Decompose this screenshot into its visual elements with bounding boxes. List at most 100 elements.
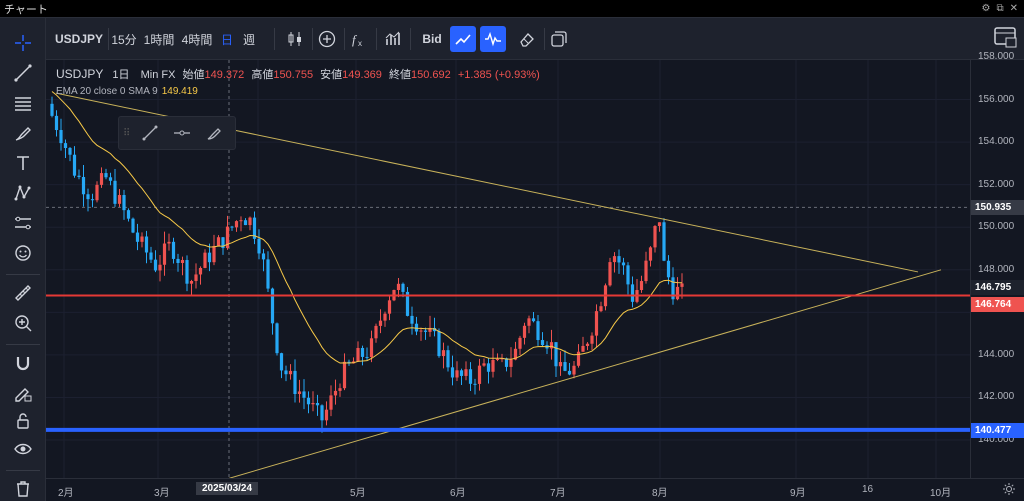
prediction-tool[interactable] bbox=[8, 210, 38, 236]
candle-body bbox=[522, 325, 527, 338]
candle-body bbox=[369, 338, 374, 358]
lock-tool[interactable] bbox=[8, 408, 38, 434]
settings-icon[interactable]: ⚙ bbox=[981, 3, 991, 14]
crosshair-icon bbox=[15, 35, 31, 51]
multi-chart-button[interactable] bbox=[546, 26, 572, 52]
candlestick-icon bbox=[288, 32, 301, 46]
time-tick: 3月 bbox=[154, 488, 170, 499]
candle-body bbox=[387, 300, 392, 314]
candle-body bbox=[176, 258, 180, 263]
brush-icon bbox=[15, 127, 31, 141]
crosshair-tool[interactable] bbox=[8, 30, 38, 56]
candle-body bbox=[324, 409, 329, 421]
high-value: 150.755 bbox=[273, 69, 314, 81]
price-chart[interactable] bbox=[46, 60, 970, 478]
candle-body bbox=[558, 362, 563, 367]
chart-settings-button[interactable] bbox=[1002, 482, 1016, 501]
candle-body bbox=[572, 365, 576, 375]
visibility-tool[interactable] bbox=[8, 436, 38, 462]
drag-handle[interactable]: ⠿ bbox=[123, 127, 131, 139]
candle-body bbox=[261, 253, 266, 260]
candle-body bbox=[288, 370, 293, 375]
close-icon[interactable]: ✕ bbox=[1009, 3, 1018, 14]
toolbar-divider bbox=[544, 28, 545, 50]
legend-source: Min FX bbox=[140, 69, 176, 81]
ruler-tool[interactable] bbox=[8, 280, 38, 306]
magnet-icon bbox=[16, 357, 30, 371]
candle-body bbox=[662, 222, 666, 261]
line-mode-button[interactable] bbox=[450, 26, 476, 52]
lock-draw-tool[interactable] bbox=[8, 380, 38, 406]
time-tick: 16 bbox=[862, 484, 874, 495]
candle-body bbox=[239, 220, 243, 222]
time-tick: 8月 bbox=[652, 488, 668, 499]
symbol-search-button[interactable]: USDJPY bbox=[54, 32, 104, 46]
candle-body bbox=[95, 184, 99, 201]
candle-body bbox=[644, 260, 648, 282]
price-axis[interactable]: 158.000 156.000 154.000 152.000 150.000 148.0… bbox=[970, 51, 1024, 478]
interval-day-button[interactable]: 日 bbox=[220, 32, 233, 47]
templates-button[interactable] bbox=[380, 26, 406, 52]
pattern-tool[interactable] bbox=[8, 180, 38, 206]
trendline-icon bbox=[142, 125, 158, 141]
price-tick: 154.000 bbox=[978, 136, 1015, 148]
eye-icon bbox=[14, 443, 32, 455]
pulse-icon bbox=[485, 31, 501, 47]
candle-body bbox=[531, 318, 536, 322]
candle-body bbox=[189, 281, 194, 284]
candle-body bbox=[243, 220, 248, 226]
interval-15m-button[interactable]: 15分 bbox=[111, 32, 137, 47]
popout-icon[interactable]: ⧉ bbox=[996, 3, 1004, 14]
candle-body bbox=[86, 194, 90, 200]
candle-body bbox=[338, 388, 342, 391]
candle-body bbox=[459, 370, 464, 376]
clear-drawings-button[interactable] bbox=[514, 26, 540, 52]
zoom-tool[interactable] bbox=[8, 310, 38, 336]
toolbar-divider bbox=[6, 470, 40, 471]
zoom-in-icon bbox=[15, 315, 32, 332]
wave-mode-button[interactable] bbox=[480, 26, 506, 52]
price-tick: 142.000 bbox=[978, 391, 1015, 403]
delete-tool[interactable] bbox=[8, 476, 38, 501]
magnet-tool[interactable] bbox=[8, 350, 38, 376]
float-trendline-button[interactable] bbox=[138, 121, 162, 145]
prediction-icon bbox=[15, 216, 31, 230]
bid-ask-button[interactable]: Bid bbox=[422, 32, 442, 46]
indicator-legend[interactable]: EMA 20 close 0 SMA 9 149.419 bbox=[56, 86, 198, 97]
indicator-name: EMA 20 close 0 SMA 9 bbox=[56, 86, 158, 97]
chart-pane[interactable]: USDJPY 1日 Min FX 始値149.372 高値150.755 安値1… bbox=[46, 60, 970, 478]
candle-body bbox=[311, 402, 315, 405]
candle-body bbox=[158, 264, 162, 271]
candle-body bbox=[194, 274, 198, 282]
emoji-tool[interactable] bbox=[8, 240, 38, 266]
candle-body bbox=[207, 252, 212, 263]
candle-body bbox=[374, 325, 378, 339]
candle-body bbox=[90, 199, 95, 201]
fib-tool[interactable] bbox=[8, 90, 38, 116]
interval-4h-button[interactable]: 4時間 bbox=[181, 32, 213, 47]
text-tool[interactable] bbox=[8, 150, 38, 176]
interval-1h-button[interactable]: 1時間 bbox=[143, 32, 175, 47]
toolbar-divider bbox=[6, 274, 40, 275]
candle-body bbox=[365, 356, 369, 358]
candle-body bbox=[446, 350, 450, 368]
float-brush-button[interactable] bbox=[202, 121, 226, 145]
candle-body bbox=[234, 221, 239, 228]
interval-week-button[interactable]: 週 bbox=[242, 32, 255, 47]
legend-interval: 1日 bbox=[112, 69, 130, 81]
candle-body bbox=[153, 259, 158, 271]
chart-type-button[interactable] bbox=[282, 26, 308, 52]
compare-button[interactable] bbox=[314, 26, 340, 52]
ohlc-legend: USDJPY 1日 Min FX 始値149.372 高値150.755 安値1… bbox=[56, 66, 540, 82]
candle-body bbox=[585, 343, 590, 346]
layout-button[interactable] bbox=[992, 24, 1018, 55]
candle-body bbox=[621, 262, 626, 266]
brush-tool[interactable] bbox=[8, 120, 38, 146]
trendline-tool[interactable] bbox=[8, 60, 38, 86]
candle-body bbox=[536, 321, 540, 341]
candle-body bbox=[675, 286, 680, 300]
float-hline-button[interactable] bbox=[170, 121, 194, 145]
time-axis[interactable]: 2月 3月 5月 6月 7月 8月 9月 16 10月 2025/03/24 bbox=[46, 478, 1024, 501]
high-label: 高値 bbox=[251, 69, 274, 81]
